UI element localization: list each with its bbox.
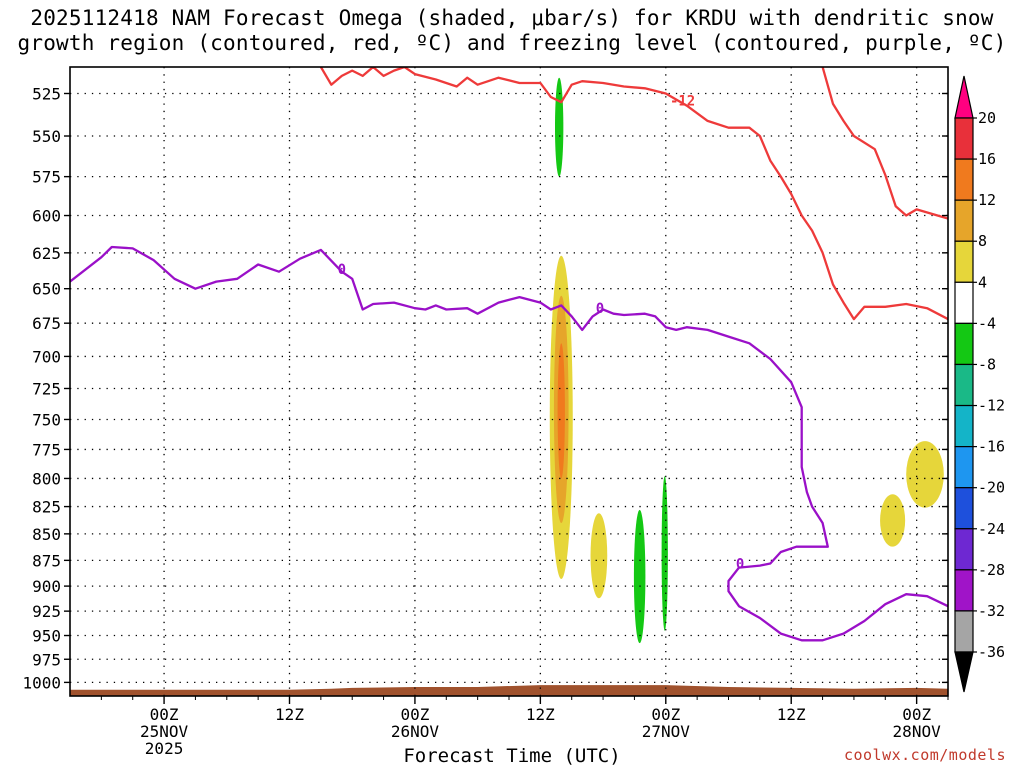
chart-title-line-2: growth region (contoured, red, ºC) and f… [17,31,1007,55]
omega-shade-4 [590,513,608,599]
x-axis-title: Forecast Time (UTC) [403,745,621,767]
colorbar-label--8: -8 [978,355,996,373]
credit-link[interactable]: coolwx.com/models [843,746,1006,764]
y-tick-label-1000: 1000 [22,673,61,692]
colorbar-top-cap [954,75,974,119]
omega-shade-8 [906,441,944,508]
y-tick-label-975: 975 [32,650,61,669]
y-tick-label-575: 575 [32,168,61,187]
colorbar-label--32: -32 [978,602,1005,620]
colorbar-label-20: 20 [978,109,996,127]
colorbar-label--36: -36 [978,643,1005,661]
x-tick-label-30: 00Z [400,705,429,724]
plot-area: 0 0 0 -12 [70,67,948,696]
y-tick-label-700: 700 [32,347,61,366]
dgz-label-minus12: -12 [670,93,695,109]
colorbar-box-10 [954,528,974,571]
colorbar-box-1 [954,158,974,201]
colorbar-box-11 [954,569,974,612]
colorbar-box-12 [954,610,974,653]
y-tick-label-600: 600 [32,207,61,226]
y-tick-label-525: 525 [32,84,61,103]
y-tick-label-775: 775 [32,440,61,459]
colorbar-label--20: -20 [978,479,1005,497]
x-tick-label-6: 00Z [150,705,179,724]
omega-shade-0 [554,77,564,177]
terrain-fill [70,685,948,696]
colorbar-box-4 [954,281,974,324]
plot-frame [69,66,949,697]
y-tick-label-750: 750 [32,410,61,429]
colorbar-label-16: 16 [978,150,996,168]
colorbar-label--4: -4 [978,314,996,332]
x-tick-label-54: 00Z [651,705,680,724]
y-tick-label-900: 900 [32,577,61,596]
colorbar-label--16: -16 [978,438,1005,456]
x-tick-date-78: 28NOV [893,722,942,741]
y-tick-label-850: 850 [32,525,61,544]
freezing-level-contour [70,245,948,642]
x-tick-label-42: 12Z [526,705,555,724]
x-tick-label-66: 12Z [777,705,806,724]
y-tick-label-675: 675 [32,314,61,333]
colorbar-label-12: 12 [978,191,996,209]
colorbar-box-6 [954,363,974,407]
y-tick-label-550: 550 [32,127,61,146]
x-tick-label-78: 00Z [902,705,931,724]
dgz-contour-upper [319,67,948,321]
omega-shade-3 [557,343,565,479]
colorbar-bottom-cap [954,651,974,693]
x-tick-year-6: 2025 [145,739,184,758]
colorbar-label--12: -12 [978,397,1005,415]
omega-shade-5 [633,509,646,644]
y-tick-label-800: 800 [32,469,61,488]
colorbar-label--24: -24 [978,520,1005,538]
y-tick-label-875: 875 [32,551,61,570]
y-tick-label-925: 925 [32,602,61,621]
colorbar: 20 16 12 8 4 -4 -8 -12 -16 -20 -24 -28 -32 -36 [954,75,1005,693]
omega-shade-6 [661,476,668,631]
colorbar-box-2 [954,199,974,242]
omega-shade-7 [880,494,906,547]
colorbar-box-5 [954,322,974,366]
colorbar-label-8: 8 [978,232,987,250]
y-tick-label-725: 725 [32,379,61,398]
y-tick-label-950: 950 [32,627,61,646]
freezing-label-3: 0 [736,556,744,572]
freezing-label-1: 0 [338,262,346,278]
colorbar-box-8 [954,446,974,489]
x-tick-date-30: 26NOV [391,722,440,741]
colorbar-label--28: -28 [978,561,1005,579]
colorbar-box-0 [954,117,974,160]
x-tick-date-54: 27NOV [642,722,691,741]
x-tick-date-6: 25NOV [140,722,189,741]
colorbar-label-4: 4 [978,273,987,291]
x-tick-label-18: 12Z [275,705,304,724]
freezing-label-2: 0 [596,301,604,317]
y-tick-label-625: 625 [32,244,61,263]
y-tick-label-825: 825 [32,498,61,517]
dgz-contour-lower [821,67,948,220]
colorbar-box-9 [954,487,974,530]
chart-title-line-1: 2025112418 NAM Forecast Omega (shaded, μ… [30,6,994,30]
y-tick-label-650: 650 [32,280,61,299]
colorbar-box-7 [954,404,974,448]
colorbar-box-3 [954,240,974,283]
